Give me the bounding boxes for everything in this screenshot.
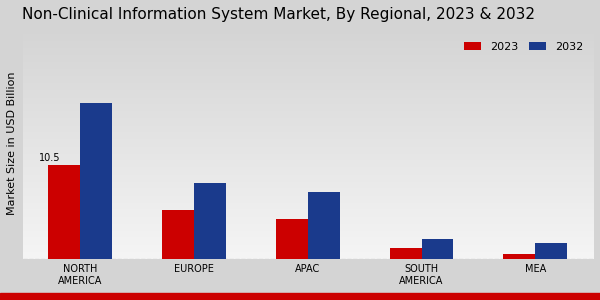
- Bar: [80, 103, 112, 259]
- Bar: [308, 192, 340, 259]
- Bar: [49, 166, 80, 259]
- Bar: [422, 239, 454, 259]
- Text: 10.5: 10.5: [40, 153, 61, 163]
- Bar: [162, 210, 194, 259]
- Bar: [389, 248, 422, 259]
- Text: Non-Clinical Information System Market, By Regional, 2023 & 2032: Non-Clinical Information System Market, …: [23, 7, 536, 22]
- Legend: 2023, 2032: 2023, 2032: [460, 38, 587, 56]
- Y-axis label: Market Size in USD Billion: Market Size in USD Billion: [7, 71, 17, 215]
- Bar: [194, 183, 226, 259]
- Bar: [276, 219, 308, 259]
- Bar: [535, 243, 567, 259]
- Bar: [503, 254, 535, 259]
